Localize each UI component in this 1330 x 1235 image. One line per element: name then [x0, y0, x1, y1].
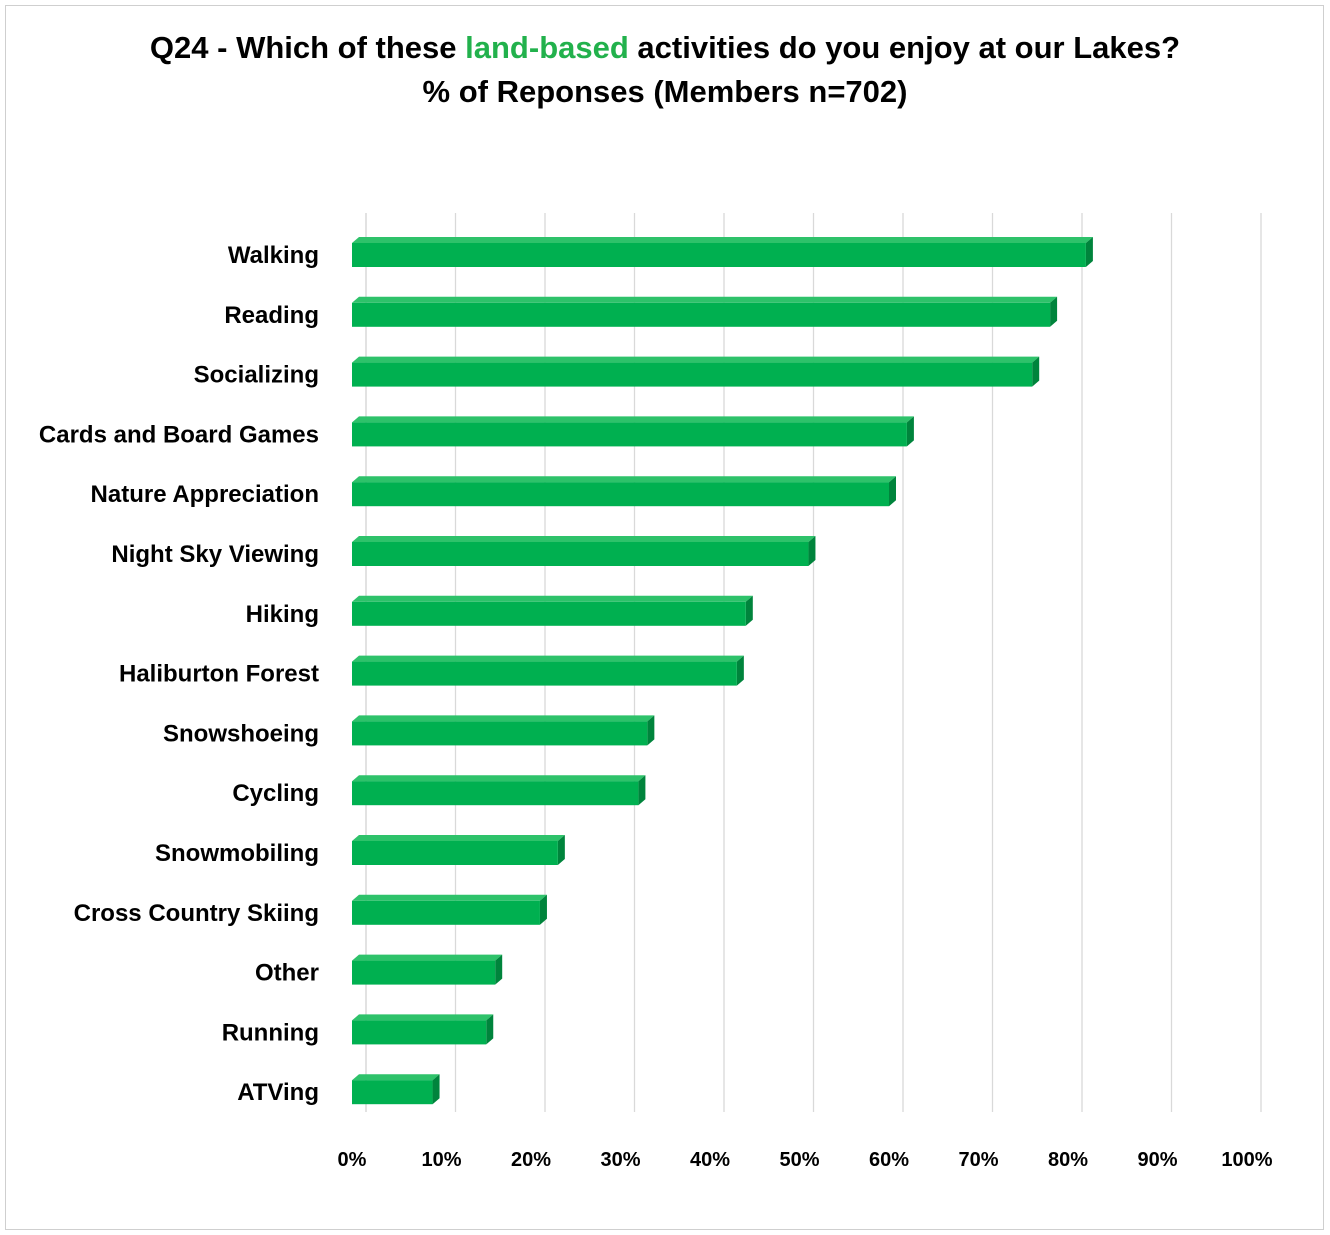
x-tick-label: 0%	[338, 1149, 367, 1171]
x-tick-label: 30%	[600, 1149, 640, 1171]
x-tick-label: 60%	[869, 1149, 909, 1171]
category-label: Socializing	[194, 362, 319, 389]
bar-side-face	[647, 715, 655, 746]
category-label: Snowshoeing	[163, 720, 319, 747]
bar-side-face	[486, 1014, 494, 1045]
bar-side-face	[557, 835, 565, 865]
category-label: Cards and Board Games	[39, 421, 319, 448]
bar-top-face	[352, 775, 646, 782]
category-label: Cycling	[232, 780, 319, 807]
x-tick-label: 40%	[690, 1149, 730, 1171]
bar-top-face	[352, 715, 655, 722]
chart-title: Q24 - Which of these land-based activiti…	[0, 26, 1330, 114]
bar	[352, 1020, 487, 1045]
bar-side-face	[432, 1074, 440, 1105]
bar	[352, 601, 746, 626]
bar	[352, 1080, 433, 1105]
bar	[352, 302, 1051, 327]
title-suffix: activities do you enjoy at our Lakes?	[628, 30, 1181, 65]
bar	[352, 243, 1086, 267]
bar-side-face	[745, 595, 753, 626]
bar-top-face	[352, 894, 547, 901]
category-label: Snowmobiling	[155, 840, 319, 867]
bar	[352, 362, 1033, 387]
category-label: Other	[255, 960, 319, 987]
bar-side-face	[1032, 356, 1040, 387]
x-tick-label: 100%	[1221, 1149, 1272, 1171]
bar-side-face	[539, 894, 547, 925]
bar	[352, 721, 648, 746]
bar	[352, 781, 639, 806]
category-label: Night Sky Viewing	[111, 541, 319, 568]
bar-top-face	[352, 954, 503, 961]
x-tick-label: 20%	[511, 1149, 551, 1171]
bar-top-face	[352, 1014, 494, 1021]
bar	[352, 900, 540, 925]
category-label: Running	[222, 1019, 319, 1046]
bar-side-face	[736, 655, 744, 686]
bar-top-face	[352, 1074, 440, 1081]
category-label: Haliburton Forest	[119, 661, 319, 688]
x-tick-label: 90%	[1137, 1149, 1177, 1171]
bar	[352, 960, 496, 985]
x-tick-label: 10%	[421, 1149, 461, 1171]
bar-side-face	[889, 476, 896, 507]
bar	[352, 422, 907, 447]
category-label: Nature Appreciation	[91, 481, 319, 508]
bar-top-face	[352, 237, 1093, 243]
title-line-1: Q24 - Which of these land-based activiti…	[0, 26, 1330, 70]
bar-top-face	[352, 476, 896, 483]
category-label: Hiking	[246, 601, 319, 628]
bar-top-face	[352, 655, 744, 662]
category-label: Walking	[228, 242, 319, 269]
bar-side-face	[495, 954, 503, 985]
bar	[352, 841, 558, 865]
category-label: Cross Country Skiing	[74, 900, 319, 927]
bar-top-face	[352, 536, 816, 542]
bar-side-face	[1085, 237, 1093, 267]
bar-side-face	[1050, 296, 1058, 327]
x-tick-label: 80%	[1048, 1149, 1088, 1171]
title-highlight: land-based	[465, 30, 629, 65]
bar	[352, 661, 737, 686]
x-tick-label: 50%	[779, 1149, 819, 1171]
category-label: ATVing	[237, 1079, 319, 1106]
x-tick-label: 70%	[958, 1149, 998, 1171]
bar	[352, 482, 889, 507]
bar-top-face	[352, 835, 565, 841]
category-label: Reading	[224, 302, 319, 329]
bar-top-face	[352, 356, 1040, 363]
bar-side-face	[906, 416, 914, 447]
bar-top-face	[352, 296, 1058, 303]
bar-top-face	[352, 416, 914, 423]
bar-top-face	[352, 595, 753, 602]
title-line-2: % of Reponses (Members n=702)	[422, 74, 908, 109]
bar-side-face	[808, 536, 816, 566]
title-prefix: Q24 - Which of these	[149, 30, 466, 65]
bar-side-face	[638, 775, 646, 806]
bar	[352, 542, 809, 566]
